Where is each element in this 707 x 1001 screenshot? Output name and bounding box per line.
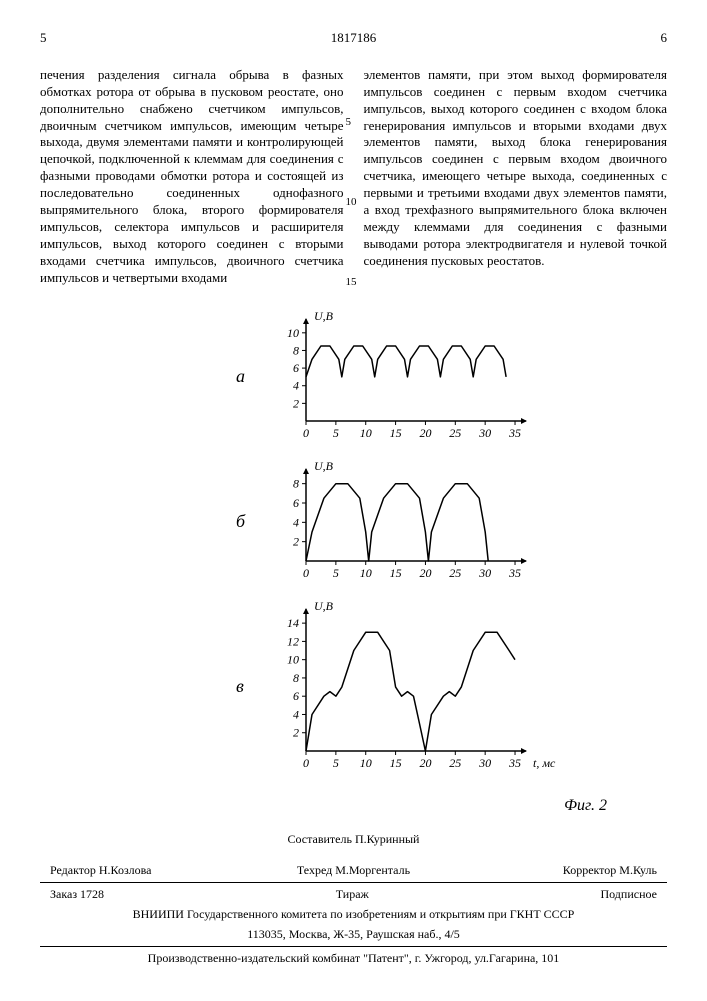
text-columns: печения разделения сигнала обрыва в фазн…: [40, 67, 667, 287]
svg-text:25: 25: [449, 426, 461, 440]
svg-text:10: 10: [287, 653, 299, 667]
chart-b-label: б: [236, 510, 256, 533]
chart-b: U,В 2 4 6 8 0 5 10 15 20 25 30 35: [271, 456, 531, 586]
svg-text:U,В: U,В: [314, 599, 334, 613]
column-right: 5 10 15 элементов памяти, при этом выход…: [364, 67, 668, 287]
svg-text:8: 8: [293, 671, 299, 685]
svg-text:2: 2: [293, 535, 299, 549]
svg-text:10: 10: [360, 756, 372, 770]
chart-a: U,В 2 4 6 8 10 0 5 10 15 20 25 30 35: [271, 306, 531, 446]
left-page-num: 5: [40, 30, 47, 47]
svg-text:4: 4: [293, 708, 299, 722]
divider: [40, 946, 667, 947]
svg-text:4: 4: [293, 516, 299, 530]
svg-text:12: 12: [287, 635, 299, 649]
svg-text:15: 15: [390, 756, 402, 770]
svg-text:20: 20: [419, 426, 431, 440]
svg-text:15: 15: [390, 426, 402, 440]
tech-editor: Техред М.Моргенталь: [252, 863, 454, 879]
right-page-num: 6: [661, 30, 668, 47]
column-left: печения разделения сигнала обрыва в фазн…: [40, 67, 344, 287]
svg-text:8: 8: [293, 344, 299, 358]
svg-text:10: 10: [287, 326, 299, 340]
svg-text:15: 15: [390, 566, 402, 580]
line-numbers: 5 10 15: [346, 67, 357, 291]
line-marker: 15: [346, 275, 357, 291]
credits-row-2: Редактор Н.Козлова Техред М.Моргенталь К…: [40, 863, 667, 879]
svg-text:25: 25: [449, 756, 461, 770]
line-marker: 5: [346, 115, 357, 131]
svg-text:10: 10: [360, 566, 372, 580]
svg-text:5: 5: [333, 426, 339, 440]
editor: Редактор Н.Козлова: [50, 863, 252, 879]
svg-text:35: 35: [508, 756, 521, 770]
page-header: 5 1817186 6: [40, 30, 667, 47]
org-name: ВНИИПИ Государственного комитета по изоб…: [40, 907, 667, 923]
chart-a-label: а: [236, 365, 256, 388]
svg-text:4: 4: [293, 379, 299, 393]
svg-text:14: 14: [287, 617, 299, 631]
svg-text:6: 6: [293, 362, 299, 376]
author: Составитель П.Куринный: [252, 832, 454, 848]
credits-row-1: Составитель П.Куринный: [40, 832, 667, 848]
svg-text:35: 35: [508, 566, 521, 580]
svg-text:30: 30: [478, 756, 491, 770]
corrector: Корректор М.Куль: [455, 863, 657, 879]
svg-text:6: 6: [293, 690, 299, 704]
svg-text:20: 20: [419, 756, 431, 770]
svg-text:0: 0: [303, 756, 309, 770]
charts-container: а U,В24681005101520253035 б U,В246805101…: [100, 306, 667, 776]
svg-text:20: 20: [419, 566, 431, 580]
svg-text:t, мс: t, мс: [533, 756, 556, 770]
tirage: Тираж: [336, 887, 369, 903]
order-row: Заказ 1728 Тираж Подписное: [40, 887, 667, 903]
svg-text:35: 35: [508, 426, 521, 440]
divider: [40, 882, 667, 883]
svg-text:0: 0: [303, 566, 309, 580]
col1-text: печения разделения сигнала обрыва в фазн…: [40, 67, 344, 285]
svg-text:10: 10: [360, 426, 372, 440]
subscription: Подписное: [600, 887, 657, 903]
svg-text:0: 0: [303, 426, 309, 440]
col2-text: элементов памяти, при этом выход формиро…: [364, 67, 668, 268]
printer-info: Производственно-издательский комбинат "П…: [40, 951, 667, 967]
svg-text:8: 8: [293, 477, 299, 491]
chart-v: U,В246810121405101520253035t, мс: [271, 596, 531, 776]
svg-text:30: 30: [478, 426, 491, 440]
doc-number: 1817186: [331, 30, 377, 47]
svg-text:U,В: U,В: [314, 309, 334, 323]
figure-label: Фиг. 2: [40, 796, 607, 817]
order-number: Заказ 1728: [50, 887, 104, 903]
svg-text:2: 2: [293, 397, 299, 411]
line-marker: 10: [346, 195, 357, 211]
svg-text:5: 5: [333, 566, 339, 580]
svg-text:25: 25: [449, 566, 461, 580]
svg-text:5: 5: [333, 756, 339, 770]
org-address: 113035, Москва, Ж-35, Раушская наб., 4/5: [40, 927, 667, 943]
svg-text:6: 6: [293, 496, 299, 510]
svg-text:30: 30: [478, 566, 491, 580]
svg-text:U,В: U,В: [314, 459, 334, 473]
chart-v-label: в: [236, 675, 256, 698]
svg-text:2: 2: [293, 726, 299, 740]
